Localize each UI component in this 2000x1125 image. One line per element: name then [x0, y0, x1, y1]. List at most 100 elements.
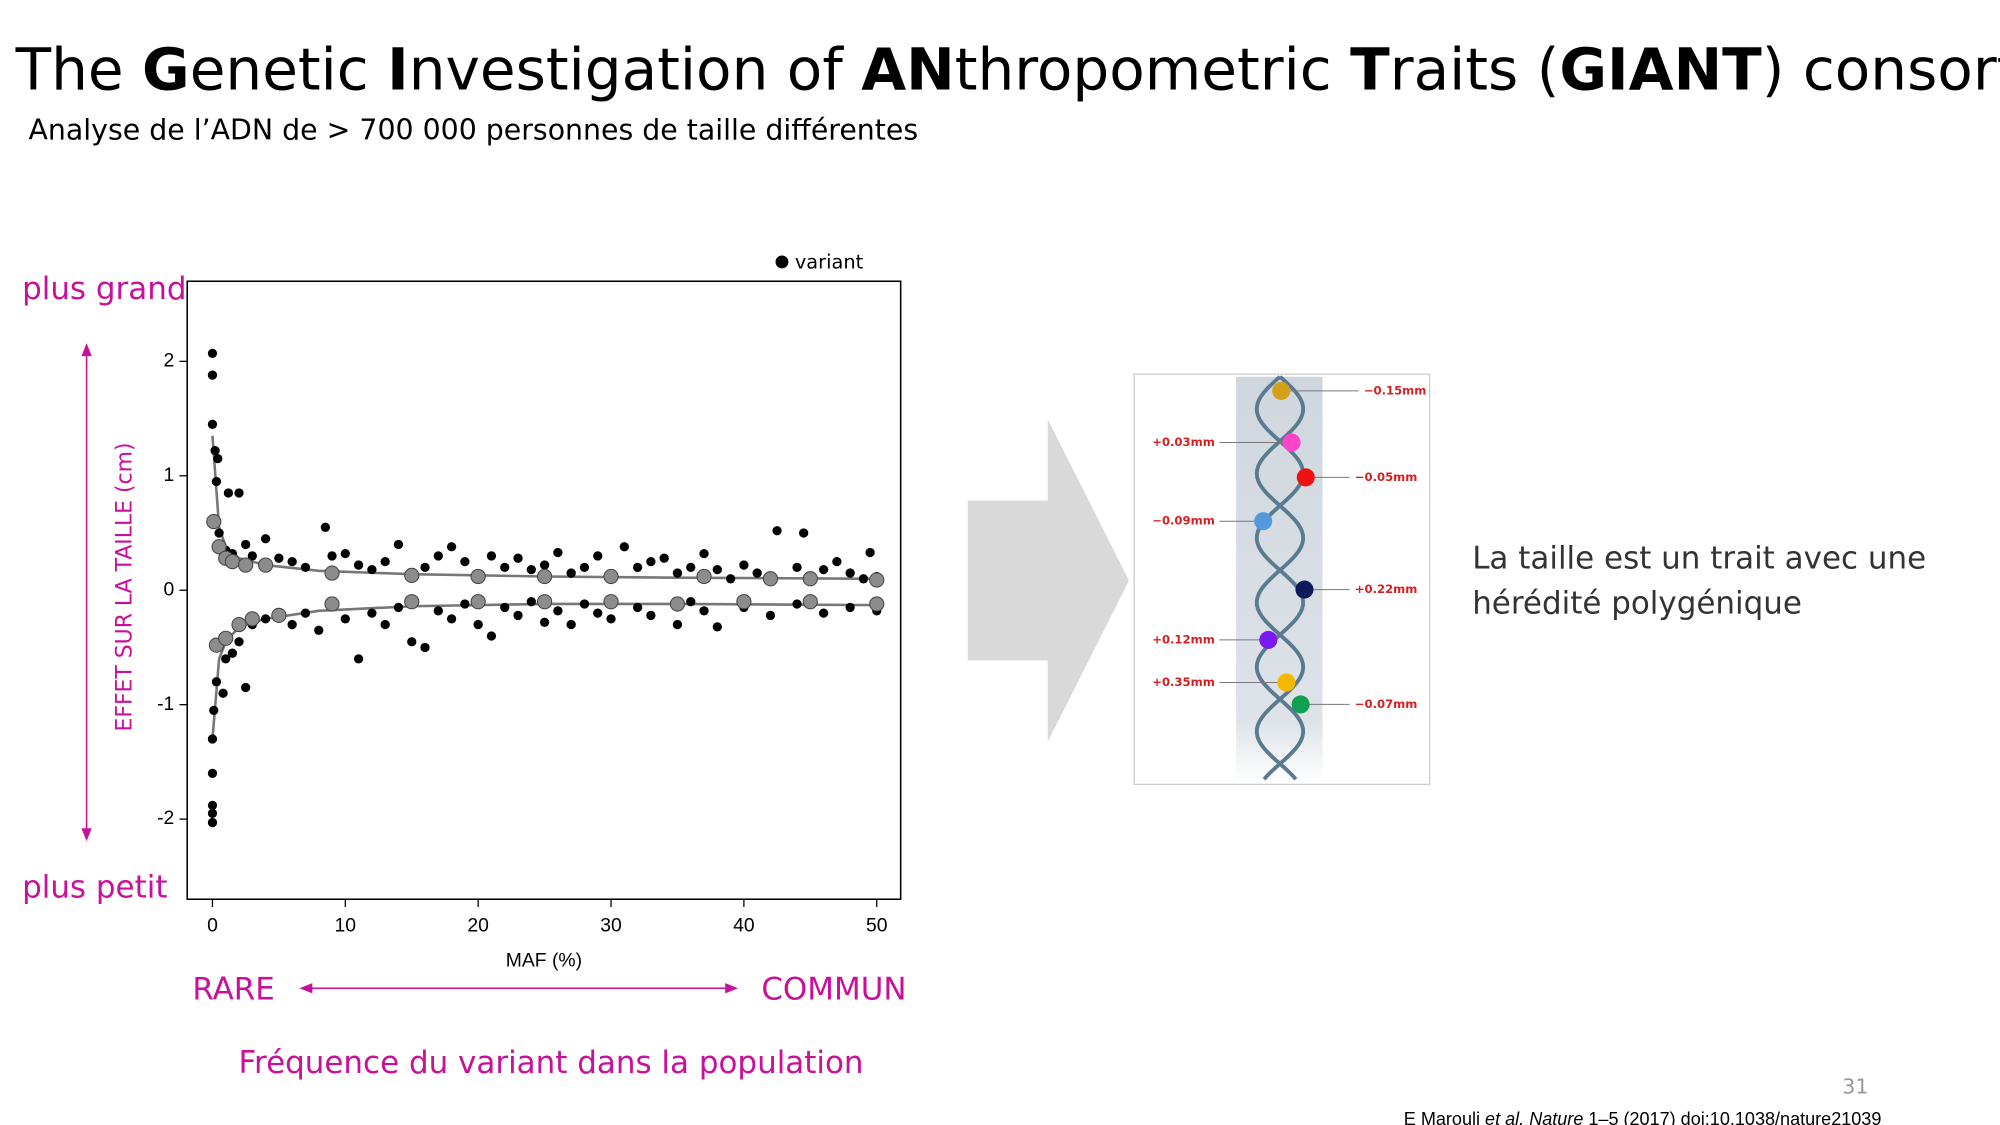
variant-point — [500, 562, 510, 572]
mean-point — [238, 557, 254, 573]
mean-point — [669, 596, 686, 612]
variant-point — [772, 526, 782, 536]
variant-point — [300, 608, 311, 618]
variant-point — [486, 551, 497, 561]
y-tick-label: -1 — [157, 693, 174, 715]
variant-point — [858, 574, 869, 584]
variant-point — [845, 568, 855, 578]
mean-point — [536, 594, 553, 610]
variant-point — [393, 602, 404, 613]
x-tick-label: 20 — [467, 914, 489, 936]
mean-point — [603, 594, 619, 610]
arrow-head — [725, 983, 739, 994]
variant-point — [686, 562, 696, 572]
title: The Genetic Investigation of ANthropomet… — [15, 36, 2000, 104]
variant-point — [526, 597, 536, 607]
variant-point — [227, 648, 238, 658]
y-tick-label: 0 — [164, 578, 175, 600]
variant-point — [646, 556, 656, 567]
variant-point — [210, 445, 220, 456]
annotation-right: COMMUN — [761, 971, 906, 1007]
variant-point — [593, 551, 603, 561]
mean-point — [869, 596, 885, 612]
y-annotation: EFFET SUR LA TAILLE (cm) — [112, 442, 137, 731]
dna-variant — [1282, 433, 1301, 452]
variant-point — [207, 734, 218, 744]
variant-point — [712, 622, 722, 632]
mean-point — [470, 594, 486, 610]
annotation-left: RARE — [192, 971, 275, 1007]
title-part: ) consortium — [1762, 36, 2000, 104]
variant-point — [247, 551, 257, 561]
variant-point — [353, 654, 364, 664]
dna-label: −0.09mm — [1152, 514, 1215, 528]
variant-point — [446, 542, 457, 552]
variant-point — [287, 619, 297, 630]
mean-point — [696, 568, 712, 585]
title-part: GIANT — [1559, 36, 1762, 104]
variant-point — [221, 654, 231, 664]
variant-point — [380, 619, 390, 630]
annotation-top: plus grand — [22, 271, 186, 307]
variant-point — [619, 542, 629, 552]
dna-label: +0.12mm — [1152, 632, 1215, 646]
title-part: raits ( — [1390, 36, 1560, 104]
plot-frame — [186, 280, 902, 900]
mean-point — [324, 565, 340, 581]
mean-point — [244, 611, 260, 627]
variant-point — [340, 548, 350, 559]
variant-point — [632, 562, 643, 572]
variant-point — [367, 564, 377, 575]
variant-point — [420, 642, 430, 653]
variant-point — [209, 705, 219, 716]
mean-point — [404, 594, 420, 610]
variant-point — [526, 564, 536, 575]
title-part: AN — [861, 36, 955, 104]
variant-point — [218, 688, 228, 698]
variant-point — [234, 637, 244, 647]
annotation-bottom: plus petit — [22, 869, 167, 905]
title-part: I — [387, 36, 409, 104]
variant-point — [553, 606, 563, 616]
variant-point — [207, 348, 218, 358]
side-text: La taille est un trait avec une — [1472, 540, 1926, 576]
x-annotation: Fréquence du variant dans la population — [239, 1045, 864, 1081]
mean-point — [470, 568, 486, 585]
variant-point — [420, 562, 430, 572]
mean-point — [762, 571, 779, 587]
variant-point — [845, 602, 855, 613]
dna-variant — [1291, 695, 1310, 714]
variant-point — [765, 610, 776, 621]
dna-label: −0.15mm — [1364, 383, 1427, 397]
arrow-head — [81, 343, 92, 357]
mean-point — [324, 596, 340, 612]
y-tick-label: 1 — [164, 464, 175, 486]
variant-point — [460, 599, 470, 609]
variant-point — [393, 539, 404, 550]
variant-point — [513, 553, 523, 563]
variant-point — [865, 547, 875, 558]
variant-point — [818, 564, 829, 575]
variant-point — [213, 453, 223, 464]
dna-column — [1236, 376, 1323, 782]
title-part: T — [1350, 36, 1390, 104]
dna-variant — [1254, 512, 1273, 531]
variant-point — [207, 370, 218, 380]
page-number: 31 — [1842, 1075, 1868, 1099]
variant-point — [686, 597, 696, 607]
variant-point — [241, 682, 251, 693]
dna-label: −0.07mm — [1355, 697, 1418, 711]
variant-point — [672, 619, 683, 630]
variant-point — [214, 528, 224, 538]
variant-point — [606, 614, 616, 624]
variant-point — [433, 551, 443, 561]
mean-point — [404, 567, 420, 583]
variant-point — [513, 610, 523, 621]
side-text: hérédité polygénique — [1472, 586, 1802, 622]
subtitle: Analyse de l’ADN de > 700 000 personnes … — [29, 114, 919, 147]
mean-point — [603, 568, 619, 585]
title-part: G — [142, 36, 190, 104]
variant-point — [699, 606, 709, 616]
